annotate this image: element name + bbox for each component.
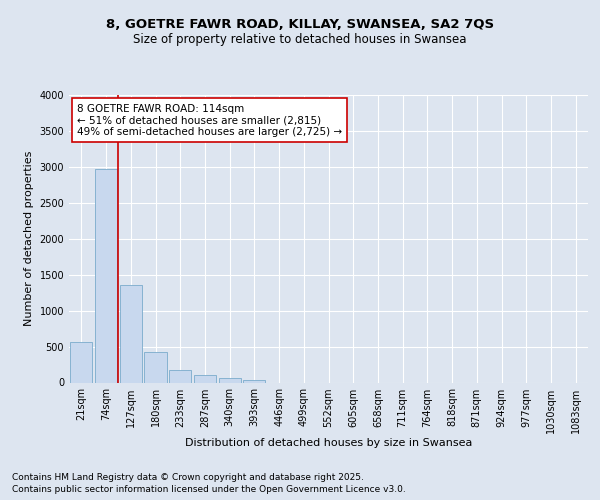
- Text: 8 GOETRE FAWR ROAD: 114sqm
← 51% of detached houses are smaller (2,815)
49% of s: 8 GOETRE FAWR ROAD: 114sqm ← 51% of deta…: [77, 104, 342, 137]
- Y-axis label: Number of detached properties: Number of detached properties: [24, 151, 34, 326]
- Bar: [218, 378, 241, 382]
- Text: Contains public sector information licensed under the Open Government Licence v3: Contains public sector information licen…: [12, 485, 406, 494]
- Text: 8, GOETRE FAWR ROAD, KILLAY, SWANSEA, SA2 7QS: 8, GOETRE FAWR ROAD, KILLAY, SWANSEA, SA…: [106, 18, 494, 30]
- Bar: [194, 376, 216, 382]
- Bar: [169, 370, 191, 382]
- Text: Contains HM Land Registry data © Crown copyright and database right 2025.: Contains HM Land Registry data © Crown c…: [12, 472, 364, 482]
- Bar: [95, 169, 117, 382]
- Bar: [145, 352, 167, 382]
- Text: Size of property relative to detached houses in Swansea: Size of property relative to detached ho…: [133, 32, 467, 46]
- X-axis label: Distribution of detached houses by size in Swansea: Distribution of detached houses by size …: [185, 438, 472, 448]
- Bar: [243, 380, 265, 382]
- Bar: [119, 285, 142, 382]
- Bar: [70, 342, 92, 382]
